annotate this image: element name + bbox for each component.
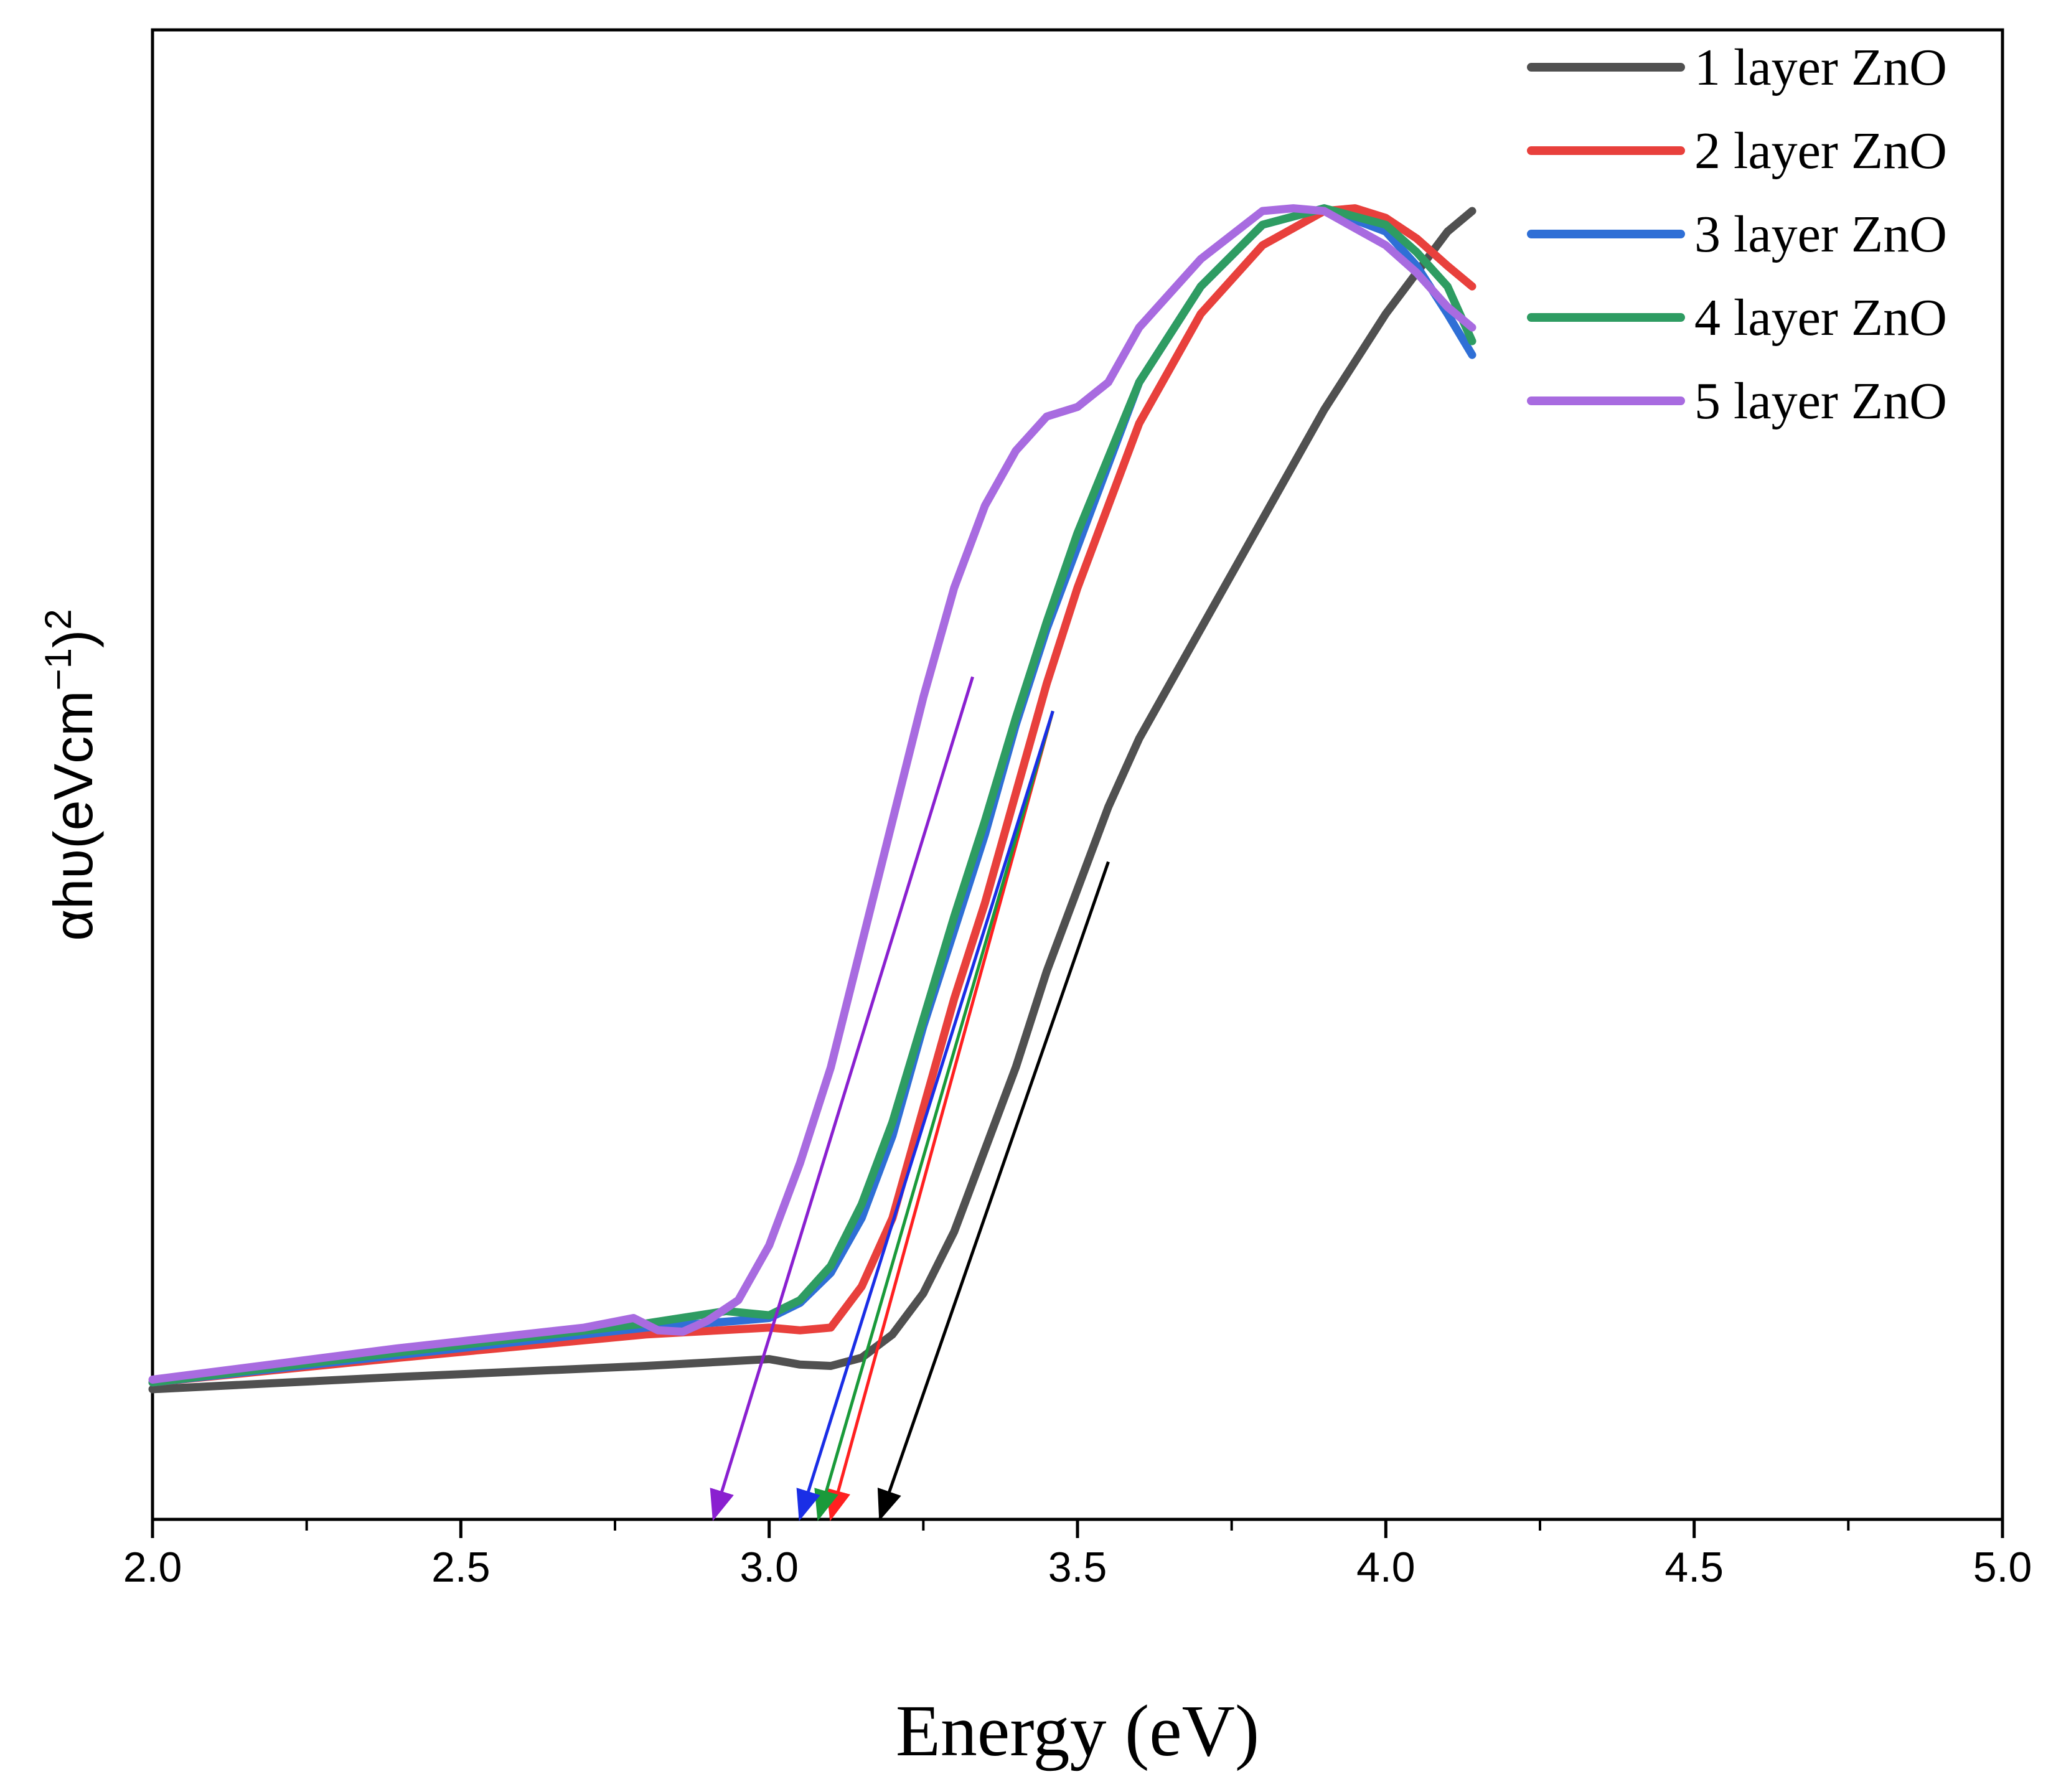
legend-label-2-layer-zno: 2 layer ZnO [1694, 122, 1947, 180]
x-tick-label-4.0: 4.0 [1356, 1544, 1415, 1591]
series-line-1-layer-zno [148, 207, 1477, 1394]
x-tick-label-2.0: 2.0 [123, 1544, 182, 1591]
tangent-arrow-5-layer-zno [710, 676, 974, 1521]
series-line-2-layer-zno [148, 204, 1477, 1387]
y-axis-title: αhυ(eVcm−1)2 [37, 609, 104, 941]
x-tick-label-3.0: 3.0 [739, 1544, 799, 1591]
series-line-4-layer-zno [148, 204, 1477, 1387]
x-axis-ticks: 2.0 2.5 3.0 3.5 4.0 4.5 5.0 [123, 1519, 2032, 1591]
x-tick-label-5.0: 5.0 [1973, 1544, 2032, 1591]
x-tick-label-3.5: 3.5 [1048, 1544, 1107, 1591]
legend: 1 layer ZnO 2 layer ZnO 3 layer ZnO 4 layer… [1527, 39, 1947, 430]
legend-label-3-layer-zno: 3 layer ZnO [1694, 205, 1947, 263]
series-layer [148, 204, 1477, 1394]
tangent-arrow-2-layer-zno [826, 710, 1054, 1521]
x-axis-title: Energy (eV) [896, 1690, 1259, 1771]
tangent-arrow-3-layer-zno [796, 710, 1054, 1521]
series-line-3-layer-zno [148, 204, 1477, 1387]
legend-label-1-layer-zno: 1 layer ZnO [1694, 39, 1947, 96]
x-tick-label-2.5: 2.5 [431, 1544, 491, 1591]
legend-label-5-layer-zno: 5 layer ZnO [1694, 372, 1947, 430]
legend-label-4-layer-zno: 4 layer ZnO [1694, 289, 1947, 347]
tangent-arrows [710, 676, 1110, 1521]
tangent-arrow-1-layer-zno [877, 861, 1110, 1521]
x-tick-label-4.5: 4.5 [1664, 1544, 1724, 1591]
tangent-arrow-4-layer-zno [814, 710, 1054, 1521]
series-line-5-layer-zno [148, 204, 1477, 1384]
